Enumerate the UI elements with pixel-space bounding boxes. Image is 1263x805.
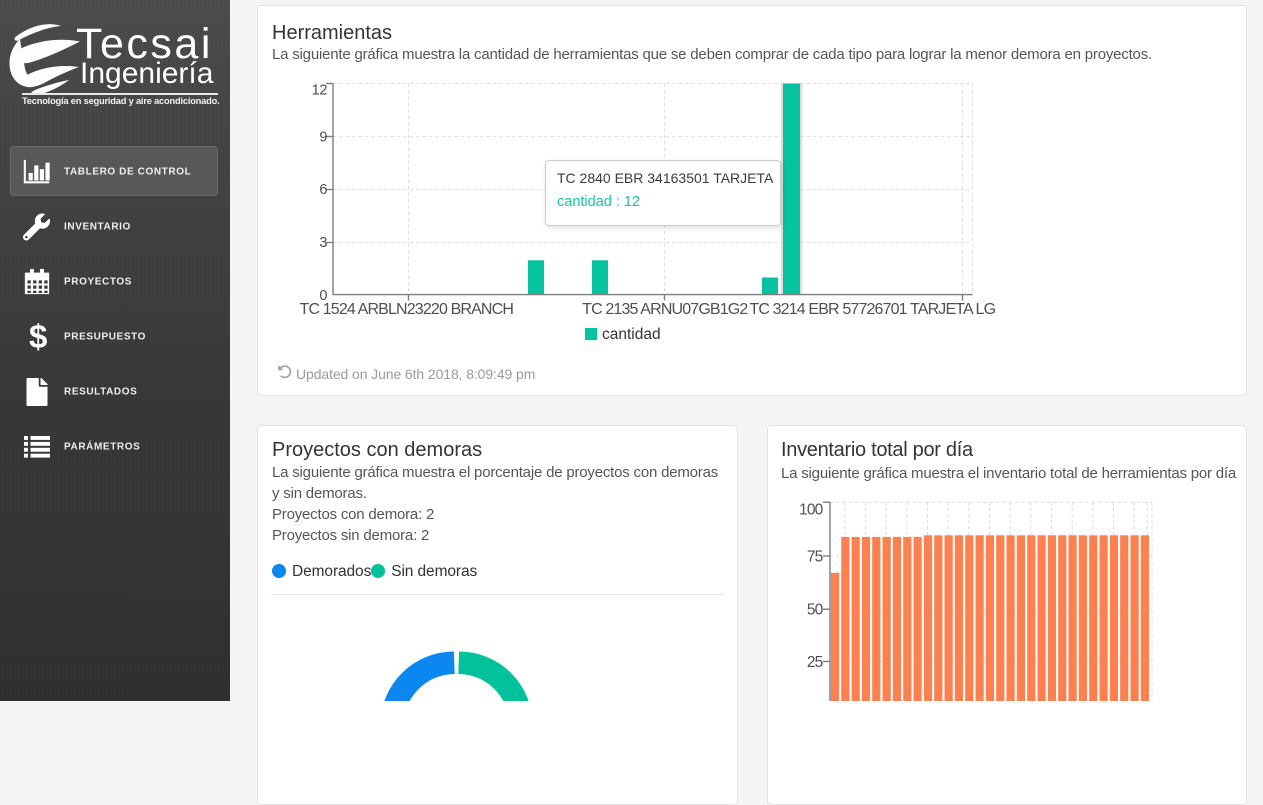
svg-text:12: 12 — [312, 82, 328, 98]
svg-text:75: 75 — [807, 548, 823, 565]
svg-text:9: 9 — [319, 129, 327, 145]
svg-text:25: 25 — [807, 654, 823, 671]
svg-text:6: 6 — [319, 182, 327, 198]
svg-text:TC 2135 ARNU07GB1G2: TC 2135 ARNU07GB1G2 — [582, 301, 748, 318]
svg-text:TC 1524 ARBLN23220 BRANCH: TC 1524 ARBLN23220 BRANCH — [300, 301, 514, 318]
svg-text:0: 0 — [319, 288, 327, 304]
svg-text:50: 50 — [807, 602, 824, 619]
svg-text:3: 3 — [319, 235, 327, 251]
svg-text:100: 100 — [799, 501, 824, 518]
svg-text:TC 3214 EBR 57726701 TARJETA L: TC 3214 EBR 57726701 TARJETA LG — [749, 301, 995, 318]
